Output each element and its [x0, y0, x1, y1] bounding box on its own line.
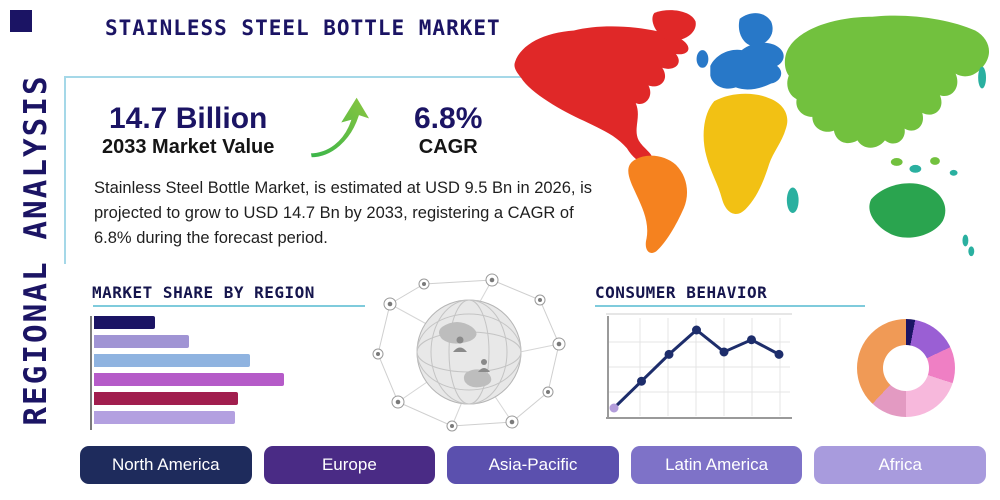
map-africa	[703, 93, 788, 214]
market-share-bar	[94, 335, 189, 348]
market-share-bar	[94, 411, 235, 424]
market-value-block: 14.7 Billion 2033 Market Value	[102, 102, 274, 159]
cagr-block: 6.8% CAGR	[414, 102, 482, 159]
region-buttons-row: North America Europe Asia-Pacific Latin …	[80, 446, 986, 484]
globe-network-graphic	[372, 273, 566, 432]
map-island-1	[890, 158, 903, 166]
map-greenland	[652, 10, 696, 41]
regional-analysis-vertical-label: REGIONAL ANALYSIS	[18, 74, 54, 426]
line-chart-point	[719, 347, 729, 357]
line-series	[609, 325, 784, 413]
map-new-zealand-south	[968, 246, 975, 257]
map-island-2	[909, 164, 922, 173]
line-chart-point	[637, 376, 646, 386]
cagr-label: CAGR	[418, 136, 478, 158]
map-north-america	[514, 26, 689, 164]
network-node-dots	[376, 277, 562, 428]
consumer-behavior-line-chart	[600, 312, 795, 424]
line-chart-point	[692, 325, 701, 335]
line-chart-point	[664, 349, 674, 359]
map-australia	[869, 183, 946, 238]
market-description: Stainless Steel Bottle Market, is estima…	[94, 179, 592, 247]
market-share-bar-chart	[90, 316, 304, 430]
globe-landmass	[439, 322, 492, 388]
map-island-4	[949, 169, 958, 176]
growth-arrow-icon	[308, 93, 374, 160]
people-icons	[453, 336, 490, 372]
map-japan	[978, 66, 987, 89]
market-value-label: 2033 Market Value	[102, 136, 275, 158]
market-share-underline	[93, 305, 365, 307]
stats-panel: 14.7 Billion 2033 Market Value 6.8% CAGR…	[64, 76, 638, 264]
line-chart-point	[774, 349, 784, 359]
map-new-zealand-north	[962, 234, 969, 247]
map-scandinavia	[738, 13, 773, 47]
market-value-2033: 14.7 Billion	[108, 102, 268, 135]
grid-lines	[608, 318, 790, 416]
page-title: STAINLESS STEEL BOTTLE MARKET	[105, 16, 501, 40]
corner-accent-square	[10, 10, 32, 32]
market-share-bar	[94, 373, 284, 386]
map-uk	[696, 50, 709, 68]
line-chart-point	[747, 335, 756, 345]
region-button-north-america[interactable]: North America	[80, 446, 252, 484]
consumer-behavior-heading: CONSUMER BEHAVIOR	[595, 283, 768, 302]
map-island-3	[930, 157, 940, 165]
line-chart-point	[609, 403, 619, 413]
regional-donut-chart	[857, 319, 955, 417]
market-share-bar	[94, 354, 250, 367]
map-south-america	[628, 155, 688, 253]
market-share-heading: MARKET SHARE BY REGION	[92, 283, 315, 302]
region-button-asia-pacific[interactable]: Asia-Pacific	[447, 446, 619, 484]
map-asia	[784, 15, 990, 148]
map-europe	[710, 42, 784, 90]
market-share-bar	[94, 316, 155, 329]
globe-sphere	[416, 299, 522, 405]
region-button-latin-america[interactable]: Latin America	[630, 446, 803, 484]
region-button-europe[interactable]: Europe	[263, 446, 436, 484]
cagr-value: 6.8%	[414, 102, 483, 135]
world-map	[514, 10, 990, 257]
market-share-bar	[94, 392, 239, 405]
map-madagascar	[786, 187, 799, 213]
consumer-behavior-underline	[595, 305, 865, 307]
region-button-africa[interactable]: Africa	[814, 446, 986, 484]
network-nodes	[372, 273, 566, 432]
